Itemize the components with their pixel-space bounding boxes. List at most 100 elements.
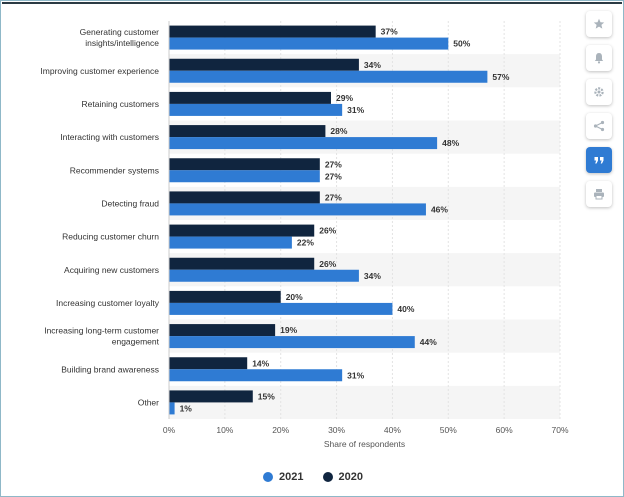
data-label-2021: 34% [364,271,381,281]
data-label-2021: 57% [492,72,509,82]
favorite-button[interactable] [586,11,612,37]
bar-2020 [169,25,376,38]
x-tick-label: 70% [551,425,568,435]
category-label: Interacting with customers [60,132,159,142]
x-tick-label: 0% [163,425,176,435]
legend-label-2021: 2021 [278,471,304,483]
bar-2021 [169,70,488,83]
category-label-line: Retaining customers [82,99,159,109]
data-label-2020: 34% [364,60,381,70]
category-label-line: Detecting fraud [101,198,159,208]
bar-2021 [169,236,292,249]
print-button[interactable] [586,181,612,207]
legend-item-2021[interactable]: 2021 [262,471,304,483]
data-label-2020: 27% [325,159,342,169]
bar-2020 [169,257,315,270]
data-label-2020: 27% [325,192,342,202]
category-label: Increasing customer loyalty [56,298,160,308]
category-label: Detecting fraud [101,198,159,208]
x-tick-label: 30% [328,425,345,435]
data-label-2020: 15% [258,391,275,401]
data-label-2021: 31% [347,105,364,115]
bell-icon [594,53,604,64]
cite-button[interactable] [586,147,612,173]
bar-2020 [169,357,248,370]
category-label-line: Recommender systems [70,165,159,175]
notification-button[interactable] [586,45,612,71]
data-label-2020: 20% [286,292,303,302]
bar-2020 [169,191,320,204]
bar-2021 [169,170,320,183]
chart-toolbar [586,11,614,215]
data-label-2020: 14% [252,358,269,368]
category-label-line: Reducing customer churn [62,232,159,242]
data-label-2021: 44% [420,337,437,347]
category-label: Reducing customer churn [62,232,159,242]
data-label-2020: 26% [319,226,336,236]
x-tick-label: 50% [440,425,457,435]
category-label-line: Increasing long-term customer [44,326,159,336]
data-label-2021: 27% [325,171,342,181]
x-tick-label: 20% [272,425,289,435]
x-tick-label: 40% [384,425,401,435]
category-label-line: Building brand awareness [61,364,159,374]
bar-2020 [169,290,281,303]
x-tick-label: 60% [496,425,513,435]
bar-2020 [169,91,331,104]
data-label-2021: 1% [180,403,193,413]
x-tick-label: 10% [216,425,233,435]
bar-2021 [169,137,438,150]
bar-2020 [169,158,320,171]
data-label-2021: 50% [453,39,470,49]
category-label-line: insights/intelligence [85,38,159,48]
data-label-2020: 37% [381,27,398,37]
category-label: Retaining customers [82,99,159,109]
category-label-line: Interacting with customers [60,132,159,142]
data-label-2020: 19% [280,325,297,335]
category-label-line: Other [138,397,159,407]
bar-2020 [169,324,276,337]
data-label-2021: 46% [431,204,448,214]
category-label: Improving customer experience [40,66,159,76]
category-label: Generating customer insights/intelligence [80,27,160,48]
bar-2020 [169,125,326,138]
category-label: Acquiring new customers [64,265,159,275]
category-label-line: Increasing customer loyalty [56,298,160,308]
settings-button[interactable] [586,79,612,105]
bar-2021 [169,336,415,349]
bar-2020 [169,390,253,403]
legend-label-2020: 2020 [338,471,364,483]
data-label-2020: 26% [319,259,336,269]
legend-marker-2020 [322,472,333,482]
category-label-line: Improving customer experience [40,66,159,76]
category-label: Other [138,397,159,407]
category-label-line: Acquiring new customers [64,265,159,275]
data-label-2021: 48% [442,138,459,148]
category-label: Recommender systems [70,165,159,175]
data-label-2020: 29% [336,93,353,103]
bar-2021 [169,402,175,415]
star-icon [593,18,605,29]
legend-marker-2021 [262,472,273,482]
bar-2021 [169,103,343,116]
legend-item-2020[interactable]: 2020 [322,471,364,483]
bar-2020 [169,224,315,237]
category-label-line: engagement [112,337,160,347]
bar-2021 [169,203,426,216]
x-axis-title: Share of respondents [324,439,405,449]
bar-chart: 0% 10% 20% 30% 40% 50% 60% 70% Share of responde… [40,21,569,449]
data-label-2021: 22% [297,238,314,248]
data-label-2021: 31% [347,370,364,380]
bar-2021 [169,37,449,50]
top-border [2,2,622,4]
bar-2020 [169,58,359,71]
chart-legend: 2021 2020 [1,471,624,485]
data-label-2020: 28% [330,126,347,136]
share-button[interactable] [586,113,612,139]
data-label-2021: 40% [397,304,414,314]
print-icon [594,189,604,200]
bar-2021 [169,302,393,315]
share-icon [593,120,605,132]
category-label: Building brand awareness [61,364,159,374]
